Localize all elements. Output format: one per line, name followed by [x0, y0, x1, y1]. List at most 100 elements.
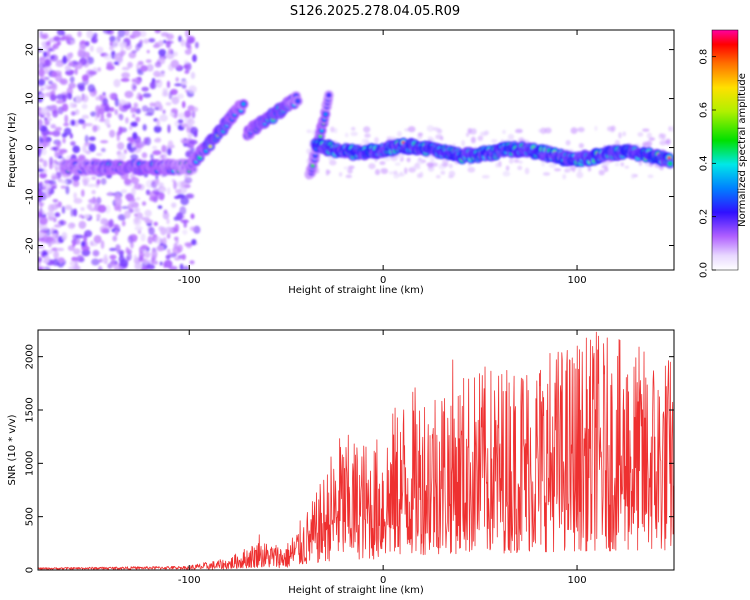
heatmap-cell: [69, 260, 77, 267]
heatmap-cell: [116, 142, 125, 150]
heatmap-cell: [55, 166, 59, 172]
heatmap-cell: [81, 249, 91, 257]
heatmap-cell: [113, 61, 119, 65]
heatmap-cell: [173, 195, 181, 200]
heatmap-cell: [63, 122, 70, 127]
heatmap-cell: [88, 143, 96, 152]
heatmap-cell: [53, 35, 61, 42]
heatmap-cell: [465, 132, 470, 137]
heatmap-cell: [50, 124, 57, 129]
heatmap-cell: [69, 102, 75, 109]
heatmap-cell: [587, 166, 592, 172]
heatmap-cell: [647, 174, 654, 179]
heatmap-cell: [167, 124, 171, 134]
heatmap-cell: [344, 132, 349, 138]
heatmap-cell: [427, 162, 434, 169]
heatmap-cell: [667, 156, 672, 160]
heatmap-cell: [184, 70, 190, 74]
heatmap-cell: [51, 247, 58, 251]
heatmap-cell: [39, 34, 48, 40]
figure-title: S126.2025.278.04.05.R09: [290, 4, 460, 19]
heatmap-cell: [45, 117, 53, 122]
heatmap-cell: [78, 85, 85, 92]
heatmap-cell: [624, 165, 630, 169]
heatmap-cell: [89, 45, 94, 52]
heatmap-cell: [149, 102, 156, 107]
heatmap-cell: [296, 99, 300, 103]
heatmap-cell: [88, 136, 96, 142]
heatmap-cell: [102, 30, 112, 34]
heatmap-cell: [57, 201, 62, 208]
heatmap-cell: [38, 48, 44, 53]
heatmap-cell: [452, 143, 456, 147]
colorbar-gradient: [711, 29, 739, 271]
heatmap-cell: [400, 156, 404, 161]
heatmap-cell: [69, 40, 76, 45]
heatmap-cell: [38, 147, 42, 156]
heatmap-cell: [145, 59, 152, 64]
heatmap-cell: [171, 202, 177, 208]
heatmap-cell: [204, 149, 208, 153]
heatmap-cell: [165, 226, 173, 235]
heatmap-cell: [347, 167, 353, 174]
snr-y-ticks: 0 500 1000 1500 2000: [25, 344, 674, 573]
heatmap-cell: [513, 159, 520, 163]
heatmap-cell: [78, 220, 87, 229]
heatmap-cell: [440, 136, 444, 141]
heatmap-cell: [133, 102, 139, 109]
heatmap-cell: [165, 40, 171, 49]
heatmap-cell: [84, 134, 89, 144]
heatmap-cell: [49, 156, 54, 166]
heatmap-cell: [153, 125, 162, 133]
heatmap-cell: [38, 245, 45, 249]
heatmap-cell: [188, 37, 195, 44]
heatmap-cell: [55, 61, 64, 68]
heatmap-cell: [64, 204, 72, 211]
snr-y-tick-label: 500: [25, 507, 36, 526]
heatmap-cell: [50, 227, 55, 233]
heatmap-cell: [121, 72, 131, 79]
heatmap-cell: [134, 213, 138, 217]
heatmap-cell: [180, 39, 186, 47]
heatmap-cell: [171, 144, 175, 149]
heatmap-cell: [94, 112, 99, 122]
heatmap-cell: [44, 117, 48, 121]
heatmap-cell: [181, 100, 186, 109]
heatmap-cell: [498, 160, 502, 168]
heatmap-cell: [47, 204, 55, 213]
heatmap-cell: [103, 53, 112, 60]
heatmap-cell: [406, 157, 411, 163]
heatmap-cell: [38, 158, 44, 163]
heatmap-cell: [60, 185, 67, 189]
heatmap-cell: [461, 139, 465, 147]
heatmap-cell: [141, 152, 148, 159]
heatmap-cell: [191, 110, 196, 119]
heatmap-cell: [162, 211, 170, 220]
heatmap-cell: [118, 266, 123, 270]
heatmap-cell: [396, 130, 403, 137]
heatmap-cell: [98, 118, 106, 123]
heatmap-cell: [184, 30, 190, 38]
heatmap-cell: [145, 189, 151, 196]
heatmap-cell: [542, 172, 551, 176]
heatmap-cell: [73, 208, 78, 217]
heatmap-cell: [96, 46, 104, 54]
heatmap-cell: [166, 248, 171, 254]
heatmap-cell: [166, 232, 171, 239]
heatmap-cell: [44, 58, 52, 68]
heatmap-cell: [130, 154, 139, 161]
heatmap-cell: [173, 242, 178, 250]
spectrogram-y-tick-label: 20: [25, 43, 36, 56]
heatmap-cell: [113, 53, 122, 62]
heatmap-cell: [514, 129, 523, 134]
heatmap-cell: [470, 136, 476, 144]
heatmap-cell: [49, 55, 55, 60]
heatmap-cell: [169, 252, 177, 258]
heatmap-cell: [131, 30, 141, 38]
heatmap-cell: [48, 243, 52, 248]
heatmap-cell: [55, 145, 60, 151]
heatmap-cell: [448, 163, 453, 169]
heatmap-cell: [130, 177, 140, 185]
spectrogram-frame: [37, 29, 675, 271]
heatmap-cell: [100, 177, 107, 185]
